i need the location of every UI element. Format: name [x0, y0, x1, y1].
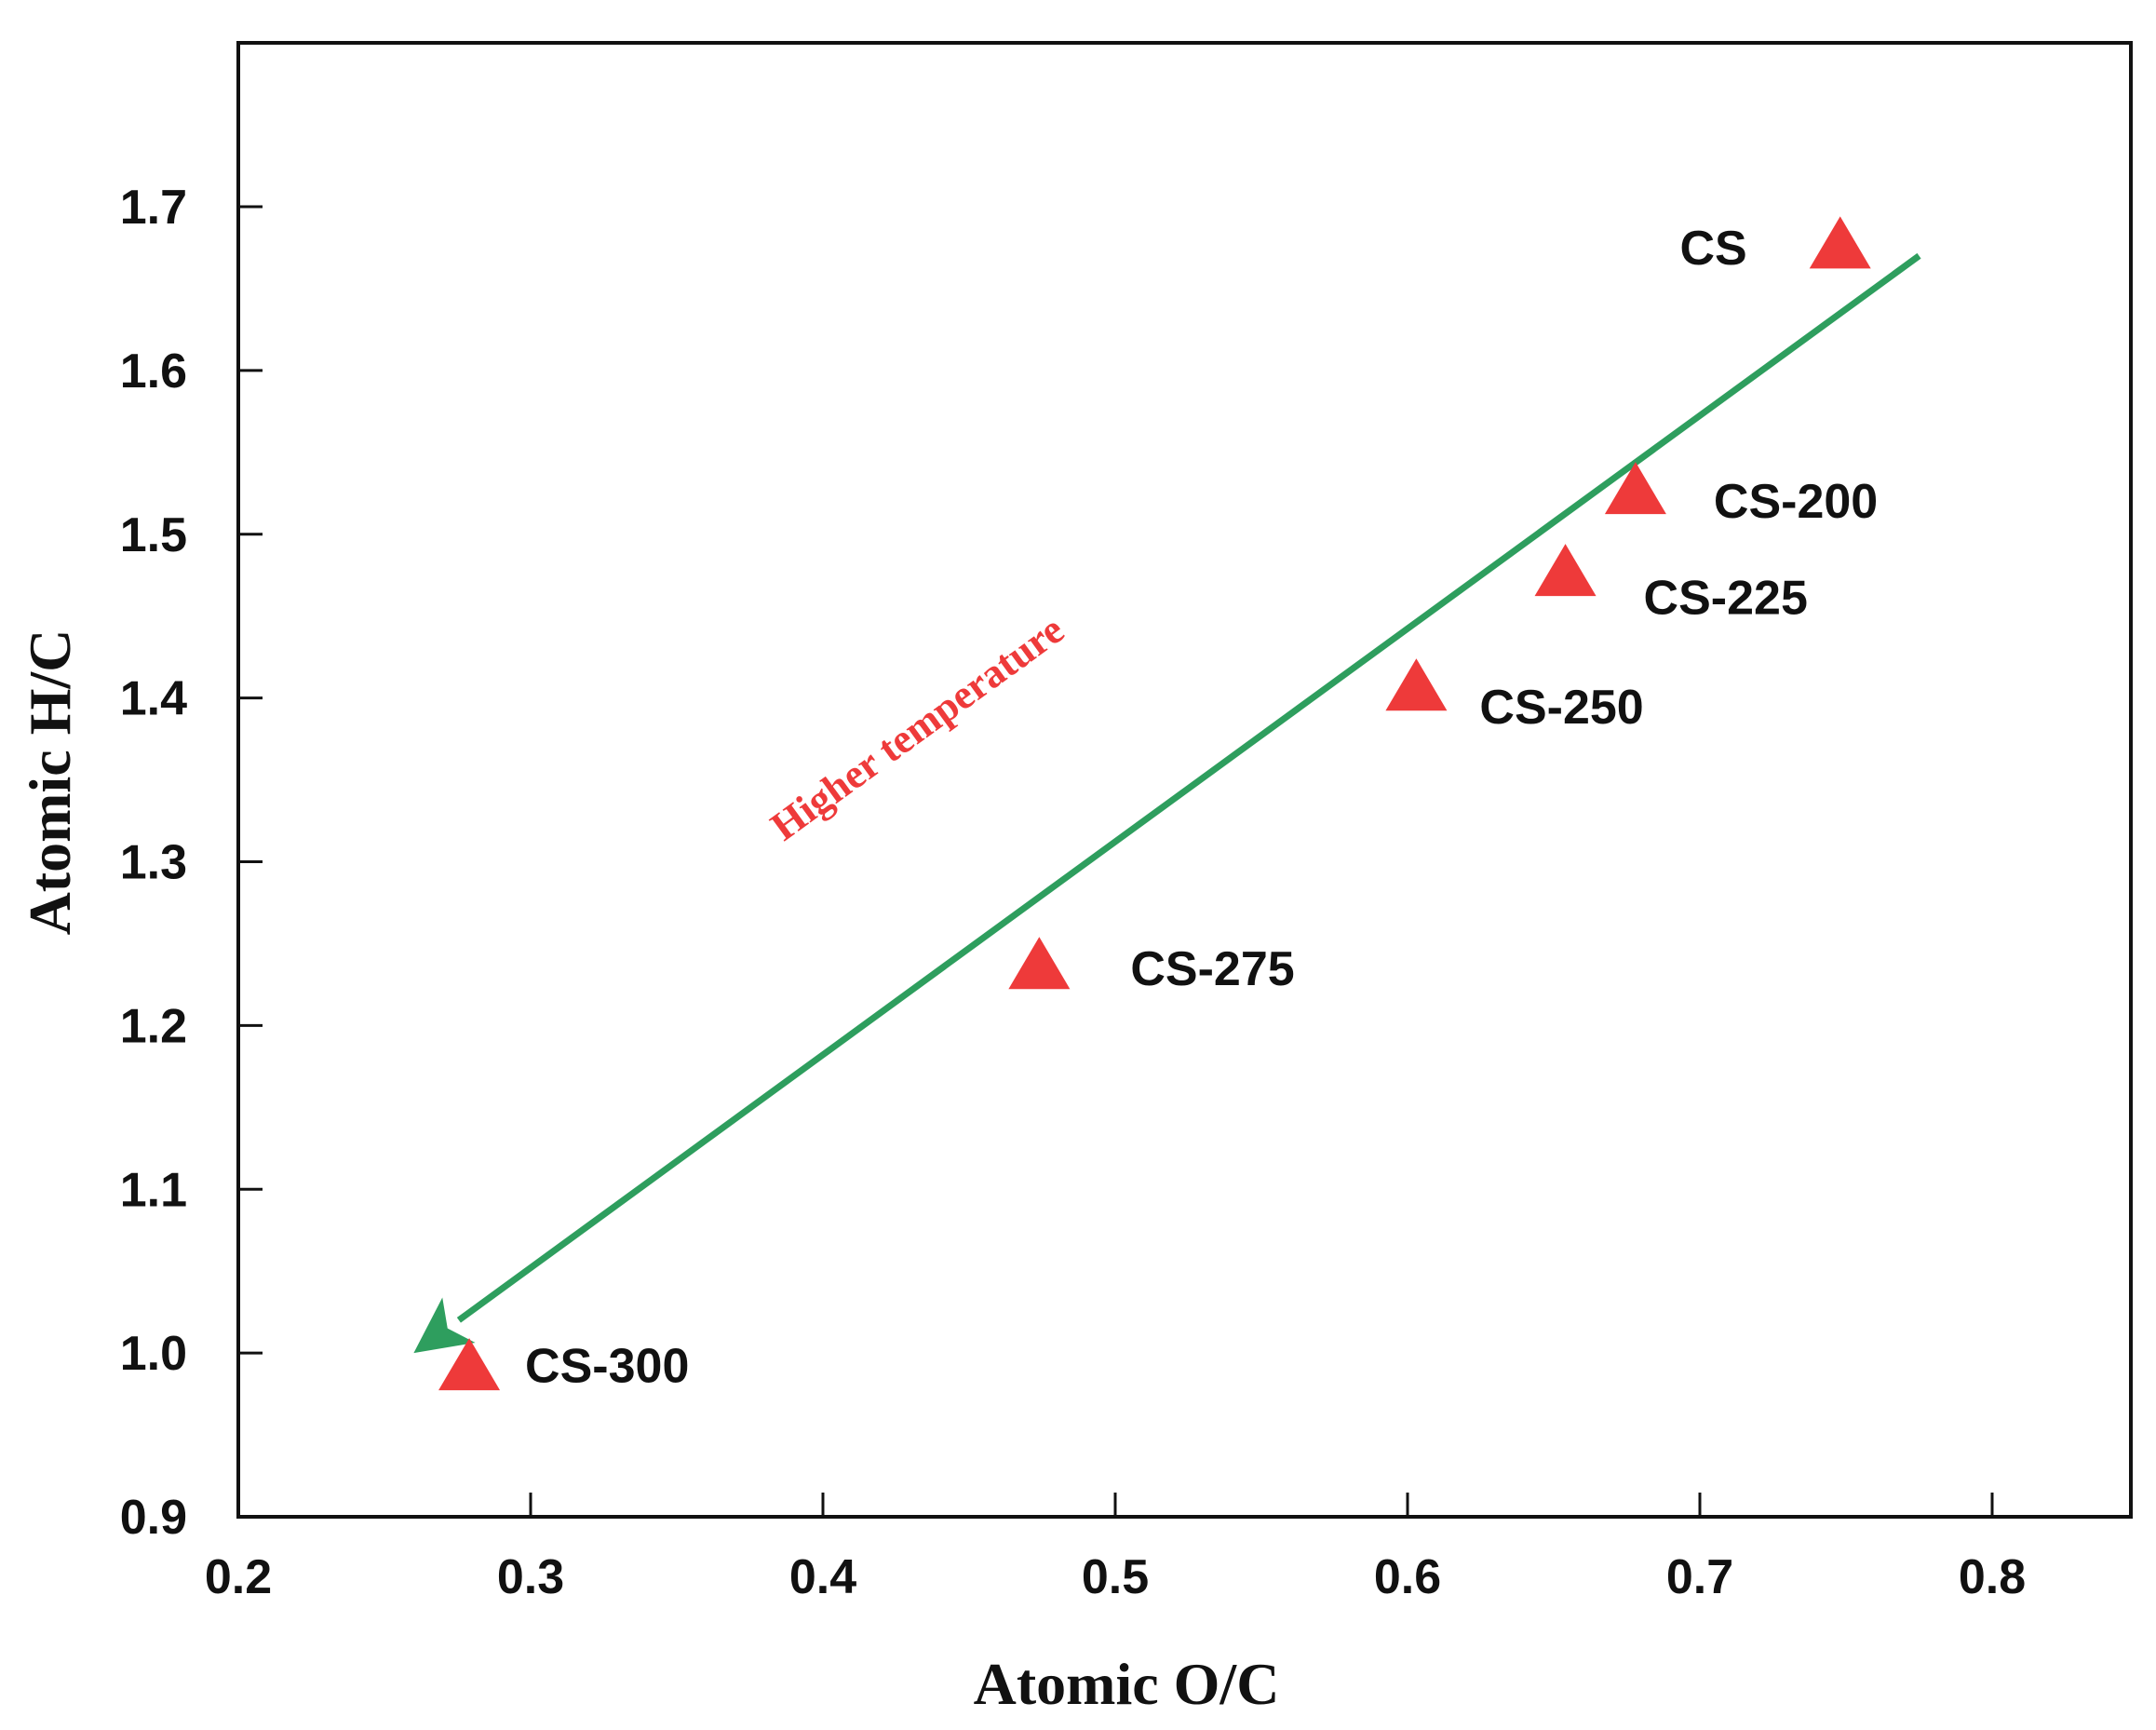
- y-tick-label: 0.9: [120, 1491, 187, 1545]
- x-tick-label: 0.2: [205, 1550, 272, 1604]
- y-tick-label: 1.6: [120, 345, 187, 399]
- data-points: CS CS-200 CS-225 CS-250 CS-275 CS-300: [438, 216, 1878, 1394]
- y-tick-label: 1.3: [120, 836, 187, 890]
- data-point-label: CS-300: [525, 1340, 689, 1394]
- x-tick-label: 0.5: [1082, 1550, 1149, 1604]
- y-axis-ticks: 0.9 1.0 1.1 1.2 1.3 1.4 1.5 1.6 1.7: [120, 181, 263, 1545]
- y-tick-label: 1.2: [120, 999, 187, 1053]
- y-tick-label: 1.0: [120, 1327, 187, 1381]
- data-point-label: CS-200: [1714, 475, 1878, 529]
- plot-frame: [236, 41, 2133, 1519]
- data-point-label: CS-225: [1644, 572, 1808, 626]
- y-tick-label: 1.5: [120, 508, 187, 562]
- trend-annotation-label: Higher temperature: [762, 606, 1072, 849]
- trend-arrow-head: [413, 1297, 476, 1354]
- y-axis-title: Atomic H/C: [17, 629, 83, 936]
- x-axis-ticks: 0.2 0.3 0.4 0.5 0.6 0.7 0.8: [205, 1493, 2026, 1604]
- trend-arrow-shaft: [456, 252, 1921, 1323]
- data-point-label: CS: [1679, 222, 1746, 276]
- data-point-label: CS-250: [1479, 681, 1643, 735]
- x-tick-label: 0.3: [497, 1550, 564, 1604]
- y-tick-label: 1.1: [120, 1163, 187, 1217]
- trend-arrow: Higher temperature: [413, 252, 1921, 1354]
- x-tick-label: 0.6: [1374, 1550, 1441, 1604]
- data-point-triangle: [1809, 216, 1871, 269]
- y-tick-label: 1.7: [120, 181, 187, 235]
- x-tick-label: 0.4: [789, 1550, 856, 1604]
- data-point-triangle: [438, 1338, 501, 1391]
- data-point-triangle: [1604, 462, 1666, 515]
- data-point-triangle: [1534, 544, 1597, 597]
- x-tick-label: 0.7: [1666, 1550, 1733, 1604]
- x-axis-title: Atomic O/C: [974, 1651, 1280, 1717]
- y-tick-label: 1.4: [120, 672, 187, 726]
- data-point-triangle: [1385, 658, 1448, 711]
- x-tick-label: 0.8: [1959, 1550, 2026, 1604]
- data-point-triangle: [1008, 937, 1071, 990]
- data-point-label: CS-275: [1130, 942, 1294, 996]
